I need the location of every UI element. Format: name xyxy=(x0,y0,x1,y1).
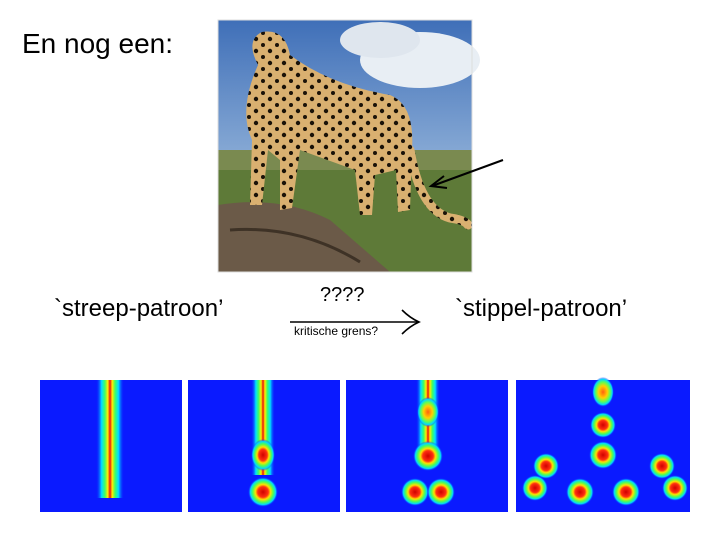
cheetah-photo xyxy=(217,19,480,273)
slide-title: En nog een: xyxy=(22,28,174,59)
spot-label: `stippel-patroon’ xyxy=(455,295,628,322)
stripe-label: `streep-patroon’ xyxy=(54,295,224,322)
question-label: ???? xyxy=(320,284,365,306)
pointer-arrow xyxy=(428,159,504,189)
threshold-label: kritische grens? xyxy=(294,324,379,338)
transition-arrow xyxy=(290,309,421,335)
pattern-panels xyxy=(40,377,690,512)
